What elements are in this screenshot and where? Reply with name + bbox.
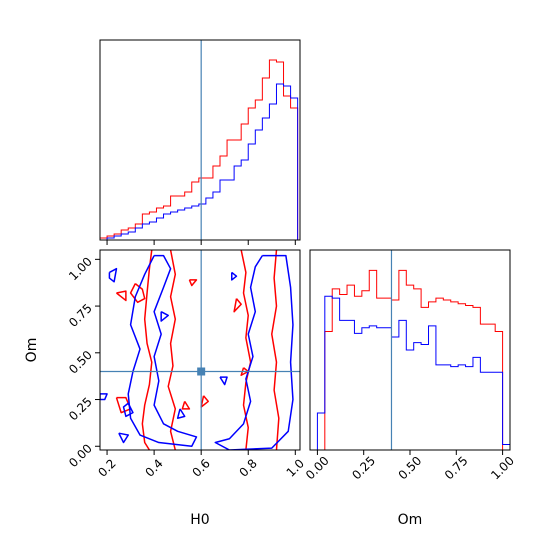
blue-contour bbox=[122, 402, 134, 418]
blue-contour bbox=[219, 376, 228, 386]
hist-H0-red-step bbox=[99, 59, 299, 240]
y-axis-label-om: Om bbox=[24, 338, 40, 363]
y-tick-label: 0.00 bbox=[66, 441, 95, 470]
h0-om-truth-lines bbox=[100, 250, 300, 450]
x-tick-label: 0.75 bbox=[442, 454, 471, 483]
red-contour bbox=[167, 250, 177, 450]
blue-contour bbox=[108, 267, 118, 283]
red-contour bbox=[129, 283, 146, 304]
x-tick-label: 0.2 bbox=[95, 456, 118, 479]
x-tick-label: 0.6 bbox=[189, 456, 212, 479]
x-tick-label: 0.50 bbox=[396, 454, 425, 483]
y-tick-label: 0.50 bbox=[66, 348, 95, 377]
y-tick-label: 0.75 bbox=[66, 301, 95, 330]
red-contour bbox=[271, 250, 280, 450]
h0-histogram-x-ticks bbox=[106, 240, 296, 245]
blue-contour bbox=[214, 254, 294, 450]
red-contour bbox=[233, 298, 242, 313]
om-histogram-panel: 0.00 0.25 0.50 0.75 1.00 Om bbox=[303, 249, 517, 528]
hist-Om-blue-step bbox=[310, 295, 511, 451]
x-tick-label: 1.00 bbox=[488, 454, 517, 483]
red-contour bbox=[188, 279, 198, 287]
hist-Om-red-step bbox=[310, 269, 510, 451]
x-axis-label-h0: H0 bbox=[190, 512, 209, 528]
h0-om-y-ticks: 0.00 0.25 0.50 0.75 1.00 bbox=[66, 254, 100, 470]
x-tick-label: 0.25 bbox=[349, 454, 378, 483]
x-tick-label: 0.00 bbox=[303, 454, 332, 483]
h0-histogram-plot-area bbox=[99, 59, 299, 241]
h0-om-contour-plot-area bbox=[100, 250, 294, 450]
hist-H0-blue-step bbox=[100, 83, 299, 241]
blue-contour bbox=[118, 432, 129, 444]
blue-contour bbox=[127, 254, 198, 448]
blue-contour bbox=[160, 311, 169, 322]
red-contour bbox=[141, 250, 153, 450]
red-contour bbox=[116, 290, 127, 302]
x-tick-label: 1.0 bbox=[284, 456, 307, 479]
red-contour bbox=[200, 395, 209, 408]
red-contour bbox=[240, 250, 252, 450]
y-tick-label: 1.00 bbox=[66, 254, 95, 283]
truth-point-marker bbox=[197, 367, 206, 376]
blue-contour bbox=[100, 393, 108, 401]
blue-contour bbox=[231, 271, 238, 281]
om-histogram-x-ticks: 0.00 0.25 0.50 0.75 1.00 bbox=[303, 450, 517, 482]
om-histogram-plot-area bbox=[310, 269, 511, 451]
h0-om-x-ticks: 0.2 0.4 0.6 0.8 1.0 bbox=[95, 450, 307, 480]
h0-om-contour-panel: 0.2 0.4 0.6 0.8 1.0 0.000.250.500.751.00 H0 … bbox=[24, 249, 307, 528]
y-tick-label: 0.25 bbox=[66, 395, 95, 424]
x-tick-label: 0.4 bbox=[142, 456, 165, 479]
h0-histogram-panel bbox=[99, 39, 301, 245]
x-axis-label-om: Om bbox=[398, 512, 423, 528]
h0-histogram-frame bbox=[99, 39, 301, 241]
red-contour bbox=[181, 401, 191, 410]
x-tick-label: 0.8 bbox=[237, 456, 260, 479]
blue-contour bbox=[176, 408, 186, 419]
h0-om-contour-frame bbox=[99, 249, 301, 451]
